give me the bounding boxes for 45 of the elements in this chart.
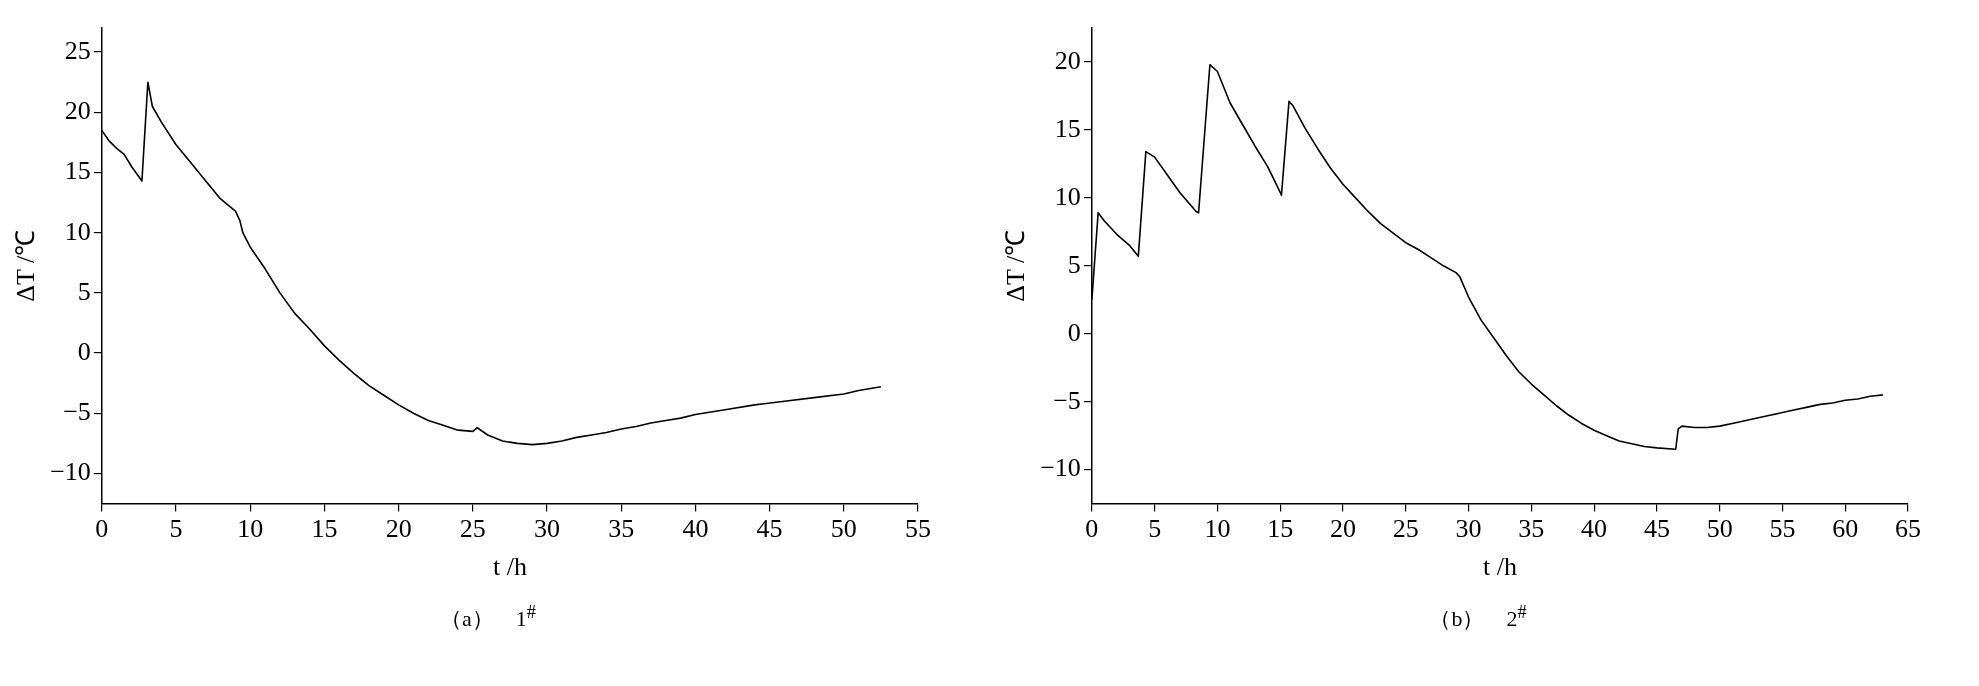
x-tick-label: 45 — [756, 514, 783, 544]
x-tick-label: 30 — [1455, 514, 1482, 544]
y-tick-label: 10 — [1054, 181, 1081, 211]
y-tick-label: 10 — [64, 216, 91, 246]
x-tick-label: 55 — [1769, 514, 1796, 544]
x-tick-label: 15 — [311, 514, 338, 544]
y-tick-label: 0 — [1067, 317, 1081, 347]
x-tick-label: 40 — [1581, 514, 1608, 544]
y-axis-title: ΔT /℃ — [11, 229, 41, 302]
x-tick-label: 55 — [905, 514, 931, 544]
x-tick-label: 20 — [385, 514, 412, 544]
y-tick-label: −5 — [1053, 385, 1081, 415]
x-tick-label: 40 — [682, 514, 709, 544]
x-tick-label: 5 — [169, 514, 183, 544]
x-tick-label: 10 — [237, 514, 264, 544]
x-tick-label: 50 — [1706, 514, 1733, 544]
x-tick-label: 20 — [1329, 514, 1356, 544]
text: （b） 2$^{#}$ — [1428, 602, 1528, 634]
x-axis-title: t /h — [1482, 552, 1517, 582]
x-tick-label: 45 — [1643, 514, 1670, 544]
x-tick-label: 60 — [1832, 514, 1859, 544]
x-tick-label: 15 — [1267, 514, 1294, 544]
y-axis-title: ΔT /℃ — [1001, 229, 1031, 302]
x-tick-label: 35 — [1518, 514, 1545, 544]
y-tick-label: 0 — [77, 336, 91, 366]
y-tick-label: 15 — [64, 156, 91, 186]
y-tick-label: 20 — [1054, 45, 1081, 75]
y-tick-label: 20 — [64, 96, 91, 126]
x-tick-label: 25 — [459, 514, 486, 544]
x-tick-label: 10 — [1204, 514, 1231, 544]
y-tick-label: 15 — [1054, 113, 1081, 143]
y-tick-label: 25 — [64, 35, 91, 65]
x-tick-label: 65 — [1895, 514, 1921, 544]
x-tick-label: 35 — [608, 514, 635, 544]
x-tick-label: 5 — [1148, 514, 1162, 544]
y-tick-label: −5 — [63, 397, 91, 427]
y-tick-label: −10 — [1040, 453, 1081, 483]
y-tick-label: −10 — [50, 457, 91, 487]
y-tick-label: 5 — [1067, 249, 1081, 279]
text: （a） 1$^{#}$ — [439, 602, 537, 634]
x-tick-label: 50 — [830, 514, 857, 544]
x-tick-label: 30 — [534, 514, 561, 544]
y-tick-label: 5 — [77, 276, 91, 306]
x-tick-label: 25 — [1392, 514, 1419, 544]
x-axis-title: t /h — [492, 552, 527, 582]
